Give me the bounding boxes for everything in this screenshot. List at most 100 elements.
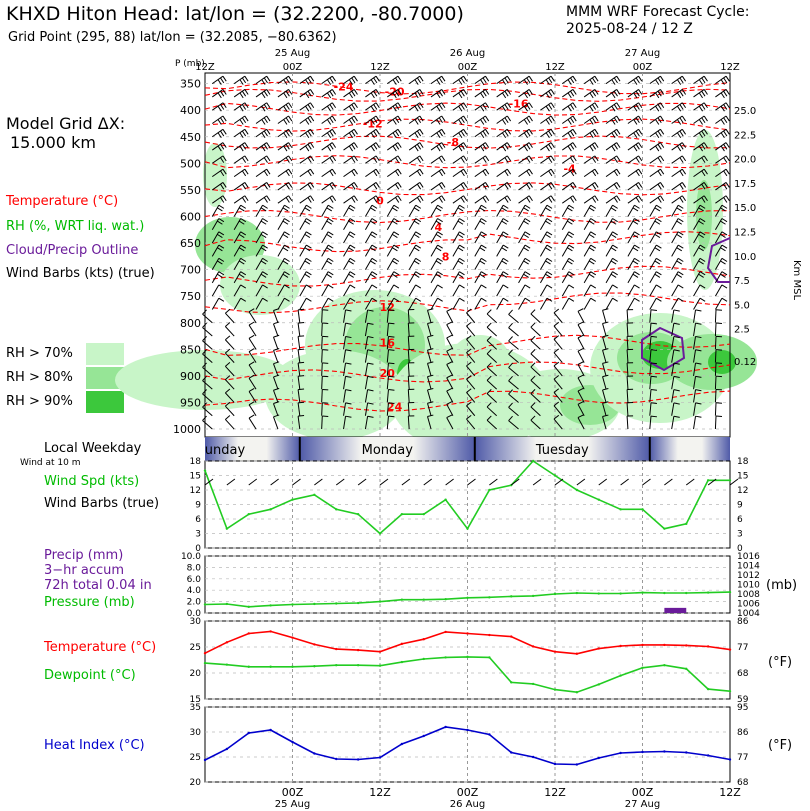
wind-barb-flag (263, 157, 268, 163)
wind-barb-flag (567, 233, 573, 238)
wind-barb (626, 376, 629, 390)
wind-barb-flag (613, 157, 618, 163)
wind-barb-flag (594, 168, 599, 175)
wind-barb (714, 323, 717, 337)
wind-barb-flag (523, 79, 528, 85)
wind-barb-flag (304, 220, 311, 225)
wind-barb-flag (508, 402, 513, 408)
fahrenheit-unit-label: (°F) (768, 655, 793, 670)
wind-barb-flag (570, 117, 575, 124)
model-grid: Model Grid ΔX: 15.000 km (6, 114, 125, 152)
temperature-line-point (269, 630, 272, 633)
wind-barb (649, 297, 657, 310)
day-band (474, 437, 650, 461)
wind-barb (486, 366, 498, 377)
wind-barb-flag (634, 244, 640, 249)
wind-barb (386, 376, 389, 390)
bottom-time-label: 12Z (719, 786, 741, 799)
precip-panel-tick-label: 8.0 (187, 563, 202, 573)
wind-barb-flag (266, 75, 271, 82)
wind-barb-flag (244, 182, 249, 188)
wind-barb-flag (481, 231, 487, 236)
wind-barb-flag (202, 336, 207, 342)
top-time-label: 12Z (370, 62, 390, 73)
wind-barb (626, 309, 629, 323)
wind-barb (407, 402, 410, 416)
wind-barb-flag (679, 104, 684, 110)
wind-barb-flag (577, 334, 584, 339)
wind-barb-flag (331, 129, 337, 135)
wind-barb-flag (353, 142, 358, 148)
wind-barb (693, 155, 705, 164)
wind-barb-flag (284, 257, 290, 262)
wind-barb-flag (222, 115, 227, 122)
wind-barb-flag (392, 119, 397, 125)
top-date-label: 26 Aug (450, 48, 485, 59)
wind-barb (626, 362, 629, 376)
wind-barb-flag (393, 244, 400, 249)
precip-accum-label: 3−hr accum (44, 563, 125, 578)
wind-barb-flag (437, 218, 443, 223)
wind-barb (408, 168, 421, 178)
wind-barb-flag (635, 157, 640, 163)
wind-barb (430, 155, 442, 164)
wind-barb-flag (459, 257, 465, 262)
wind-barb-flag (720, 92, 725, 99)
wind-barb (364, 349, 369, 363)
wind-barb-flag (202, 375, 207, 381)
wind-barb (602, 336, 607, 350)
wind-barb-flag (501, 220, 508, 225)
wind-barb-flag (526, 170, 531, 177)
wind-barb (386, 258, 395, 270)
wind-barb-flag (240, 204, 247, 209)
wind-barb (486, 406, 498, 417)
wind-barb (715, 182, 727, 191)
wind-barb-flag (572, 142, 577, 148)
wind-barb (408, 182, 421, 191)
forecast-cycle: MMM WRF Forecast Cycle: 2025-08-24 / 12 … (566, 4, 749, 38)
wind-barb-flag (523, 260, 529, 265)
wind-barb-flag (273, 414, 280, 418)
wind-barb-flag (416, 117, 422, 124)
wind-barb-flag (699, 284, 706, 289)
wind-barb (233, 195, 246, 204)
wind-barb-flag (218, 218, 225, 223)
wind-barb (407, 309, 410, 323)
wind-barb-flag (613, 170, 618, 177)
wind-barb-flag (703, 195, 708, 202)
wind-barb-flag (285, 170, 290, 177)
wind-barb (540, 195, 552, 204)
wind-barb (321, 244, 329, 257)
wind-barb-flag (326, 260, 333, 265)
wind-barb-flag (262, 204, 268, 209)
wind-barb-flag (438, 104, 443, 110)
wind-barbs-true-label: Wind Barbs (true) (44, 496, 160, 511)
wind-barb-flag (723, 170, 728, 177)
wind-barb-flag (613, 90, 618, 97)
wind-barb-flag (553, 361, 560, 367)
wind-barb-flag (395, 157, 400, 163)
wind-barb (387, 155, 399, 164)
wind-barb-flag (202, 349, 207, 355)
wind-barb-flag (329, 170, 334, 177)
wind-barb (224, 419, 235, 430)
wind-barb-flag (266, 142, 271, 148)
wind-barb-flag (591, 130, 597, 137)
wind-barb (671, 271, 679, 284)
wind-barb-flag (349, 244, 356, 249)
wind-barb-flag (241, 117, 247, 124)
dewpoint-line-point (400, 660, 404, 664)
wind-barb-flag (485, 182, 490, 188)
wind-barb-flag (307, 77, 312, 84)
wind-barb-flag (530, 415, 536, 421)
wind-barb (605, 258, 613, 270)
temperature-contour-label: 0 (376, 195, 384, 208)
wind-barb-flag (660, 182, 665, 188)
wind-barb (321, 323, 323, 337)
wind-barb-flag (546, 297, 553, 302)
wind-barb-flag (635, 197, 640, 203)
heat-index-panel-tick-label: 25 (190, 753, 201, 763)
wind-barb-flag (482, 77, 487, 84)
wind-barb (321, 349, 323, 363)
